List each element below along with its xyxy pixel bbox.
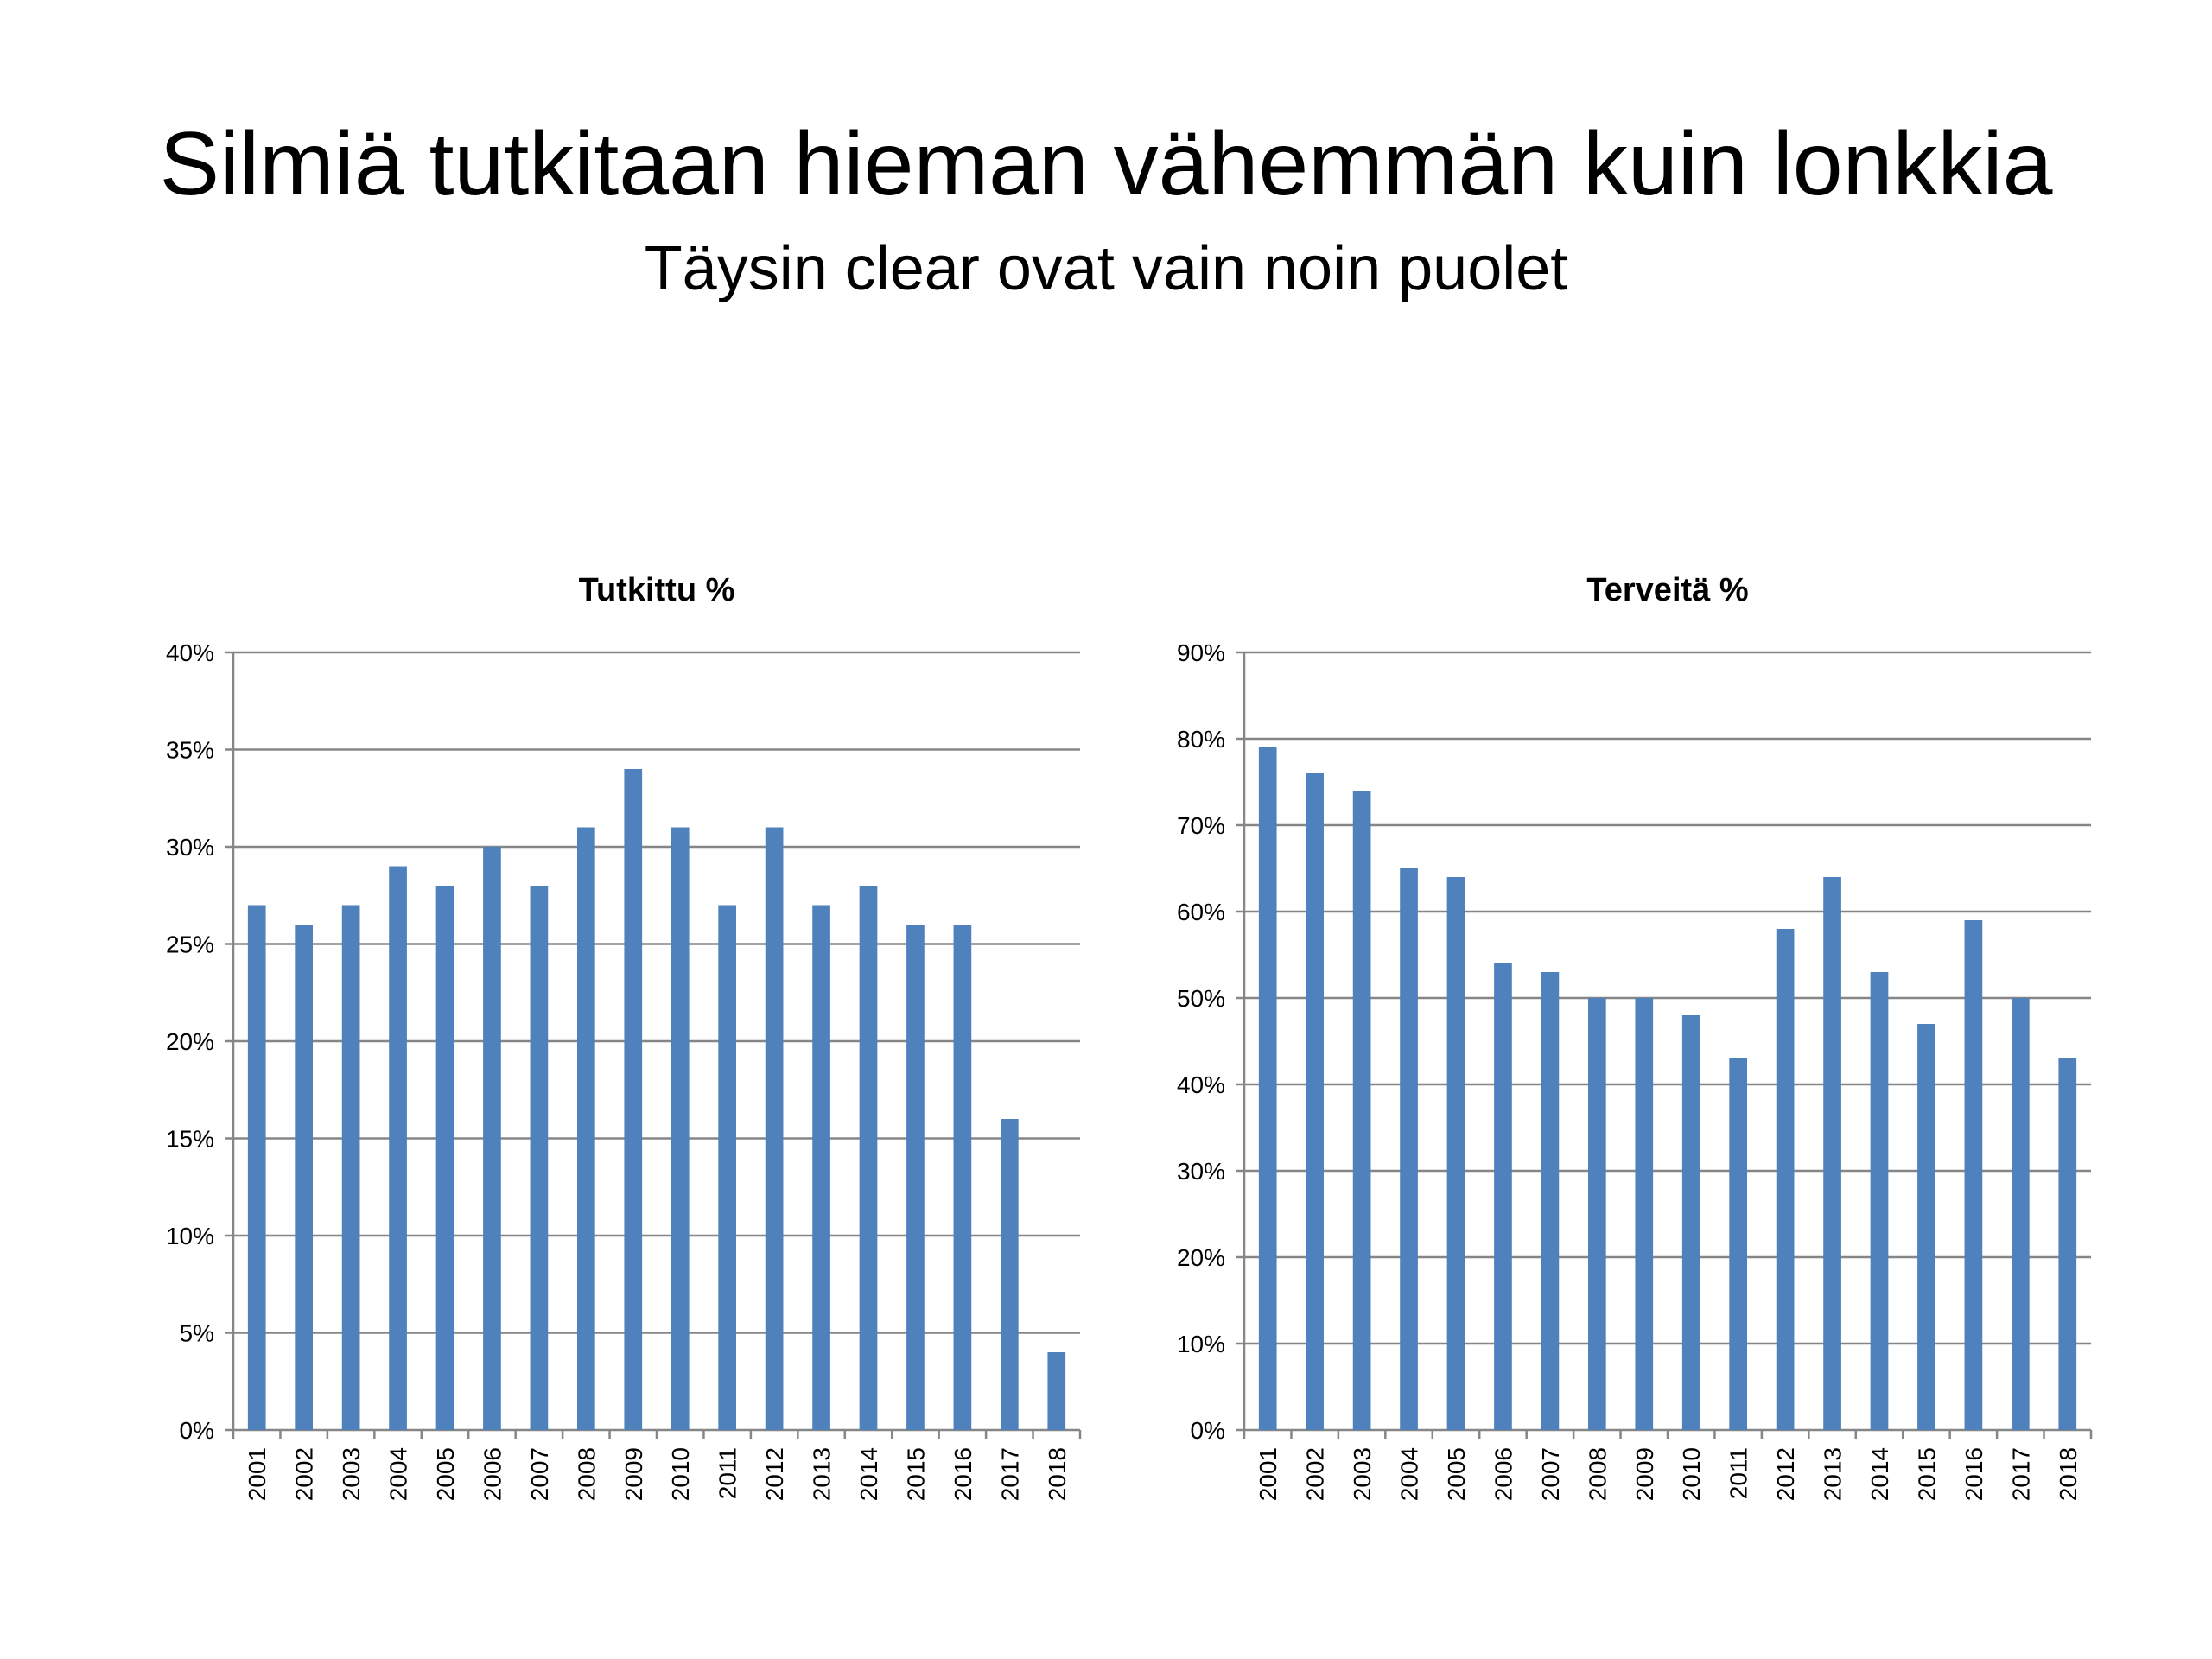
tutkittu-x-tick-label: 2015 (902, 1447, 929, 1501)
tutkittu-x-tick-label: 2017 (996, 1447, 1023, 1501)
tutkittu-y-tick-label: 25% (166, 931, 214, 958)
terveita-bar-2011 (1729, 1058, 1748, 1430)
tutkittu-bar-2016 (953, 925, 972, 1430)
terveita-x-tick-label: 2001 (1255, 1447, 1281, 1501)
terveita-bar-2014 (1870, 972, 1889, 1430)
terveita-y-tick-label: 80% (1177, 726, 1225, 753)
tutkittu-bar-2006 (483, 847, 501, 1430)
tutkittu-bar-2011 (718, 905, 737, 1430)
tutkittu-chart-title: Tutkittu % (579, 572, 735, 608)
terveita-y-tick-label: 0% (1191, 1417, 1225, 1444)
tutkittu-x-tick-label: 2008 (573, 1447, 600, 1501)
tutkittu-x-tick-label: 2005 (432, 1447, 459, 1501)
terveita-y-tick-label: 10% (1177, 1331, 1225, 1357)
terveita-x-tick-label: 2003 (1349, 1447, 1376, 1501)
terveita-x-tick-label: 2017 (2007, 1447, 2034, 1501)
terveita-bar-2012 (1776, 929, 1795, 1430)
terveita-y-tick-label: 70% (1177, 812, 1225, 839)
tutkittu-x-tick-label: 2010 (667, 1447, 694, 1501)
chart-tutkittu: Tutkittu % 0% 5% 10% 15% 20% 25% 30% 35% 40% 2001 2… (130, 553, 1158, 1573)
tutkittu-bar-2001 (247, 905, 266, 1430)
tutkittu-bar-2008 (576, 827, 595, 1430)
terveita-bar-2009 (1635, 998, 1654, 1430)
tutkittu-bar-2003 (341, 905, 360, 1430)
tutkittu-x-tick-label: 2011 (715, 1447, 741, 1499)
tutkittu-y-tick-label: 15% (166, 1126, 214, 1153)
terveita-bar-2008 (1587, 998, 1606, 1430)
terveita-bar-2004 (1400, 868, 1418, 1430)
tutkittu-x-tick-label: 2018 (1044, 1447, 1071, 1501)
tutkittu-bar-2018 (1047, 1352, 1066, 1430)
terveita-bar-2018 (2058, 1058, 2077, 1430)
terveita-x-tick-label: 2011 (1726, 1447, 1752, 1499)
tutkittu-bar-2007 (530, 886, 549, 1430)
terveita-x-tick-label: 2014 (1866, 1447, 1893, 1501)
tutkittu-x-tick-label: 2013 (809, 1447, 836, 1501)
tutkittu-bar-2010 (671, 827, 690, 1430)
terveita-bar-2006 (1494, 963, 1512, 1430)
slide-title: Silmiä tutkitaan hieman vähemmän kuin lo… (159, 114, 2053, 214)
terveita-x-tick-label: 2010 (1678, 1447, 1705, 1501)
terveita-x-tick-label: 2015 (1913, 1447, 1940, 1501)
tutkittu-bar-2005 (435, 886, 454, 1430)
terveita-x-tick-label: 2009 (1631, 1447, 1658, 1501)
terveita-x-tick-label: 2006 (1490, 1447, 1516, 1501)
slide-subtitle: Täysin clear ovat vain noin puolet (644, 234, 1568, 303)
tutkittu-x-tick-label: 2016 (950, 1447, 976, 1501)
terveita-bar-2001 (1258, 747, 1277, 1430)
terveita-y-tick-label: 30% (1177, 1158, 1225, 1185)
terveita-bar-2003 (1352, 791, 1371, 1430)
terveita-bar-2015 (1917, 1024, 1936, 1430)
terveita-chart-title: Terveitä % (1586, 572, 1748, 608)
terveita-bar-2016 (1964, 920, 1983, 1430)
terveita-y-tick-label: 60% (1177, 899, 1225, 925)
terveita-bar-2010 (1681, 1015, 1700, 1430)
terveita-x-tick-label: 2016 (1961, 1447, 1987, 1501)
terveita-y-tick-label: 20% (1177, 1244, 1225, 1271)
tutkittu-bar-2017 (1000, 1119, 1019, 1430)
chart-terveita: Terveitä % 0% 10% 20% 30% 40% 50% 60% 70% 80% 90% 2… (1141, 553, 2169, 1573)
terveita-x-tick-label: 2013 (1820, 1447, 1847, 1501)
terveita-x-tick-label: 2004 (1396, 1447, 1423, 1501)
terveita-y-tick-label: 40% (1177, 1071, 1225, 1098)
tutkittu-bar-2014 (859, 886, 878, 1430)
chart-terveita-svg: Terveitä % 0% 10% 20% 30% 40% 50% 60% 70% 80% 90% 2… (1177, 572, 2093, 1501)
terveita-x-tick-label: 2007 (1537, 1447, 1564, 1501)
terveita-bar-2017 (2011, 998, 2030, 1430)
tutkittu-y-tick-label: 0% (180, 1417, 214, 1444)
tutkittu-bar-2002 (295, 925, 314, 1430)
tutkittu-x-tick-label: 2006 (479, 1447, 505, 1501)
terveita-bar-2013 (1823, 877, 1841, 1430)
tutkittu-bar-2013 (812, 905, 830, 1430)
tutkittu-y-tick-label: 5% (180, 1320, 214, 1347)
terveita-x-tick-label: 2012 (1772, 1447, 1799, 1501)
tutkittu-x-tick-label: 2001 (244, 1447, 270, 1501)
terveita-x-tick-label: 2002 (1302, 1447, 1329, 1501)
tutkittu-x-tick-label: 2004 (385, 1447, 412, 1501)
tutkittu-bar-2012 (765, 827, 784, 1430)
terveita-y-tick-label: 50% (1177, 985, 1225, 1012)
tutkittu-y-tick-label: 10% (166, 1223, 214, 1249)
tutkittu-x-tick-label: 2007 (526, 1447, 553, 1501)
tutkittu-bar-2004 (389, 866, 407, 1430)
tutkittu-bar-2009 (624, 769, 643, 1430)
tutkittu-y-tick-label: 30% (166, 834, 214, 861)
tutkittu-y-tick-label: 20% (166, 1028, 214, 1055)
tutkittu-x-tick-label: 2012 (761, 1447, 788, 1501)
terveita-x-tick-label: 2008 (1584, 1447, 1611, 1501)
terveita-bar-2007 (1541, 972, 1560, 1430)
terveita-y-tick-label: 90% (1177, 639, 1225, 666)
tutkittu-y-tick-label: 40% (166, 639, 214, 666)
tutkittu-x-tick-label: 2014 (855, 1447, 882, 1501)
tutkittu-y-tick-label: 35% (166, 737, 214, 764)
terveita-x-tick-label: 2005 (1443, 1447, 1470, 1501)
terveita-bar-2002 (1306, 773, 1325, 1430)
tutkittu-x-tick-label: 2009 (620, 1447, 647, 1501)
chart-tutkittu-svg: Tutkittu % 0% 5% 10% 15% 20% 25% 30% 35% 40% 2001 2… (166, 572, 1082, 1501)
tutkittu-bar-2015 (906, 925, 925, 1430)
tutkittu-x-tick-label: 2002 (291, 1447, 318, 1501)
terveita-x-tick-label: 2018 (2055, 1447, 2082, 1501)
tutkittu-x-tick-label: 2003 (338, 1447, 365, 1501)
terveita-bar-2005 (1446, 877, 1465, 1430)
